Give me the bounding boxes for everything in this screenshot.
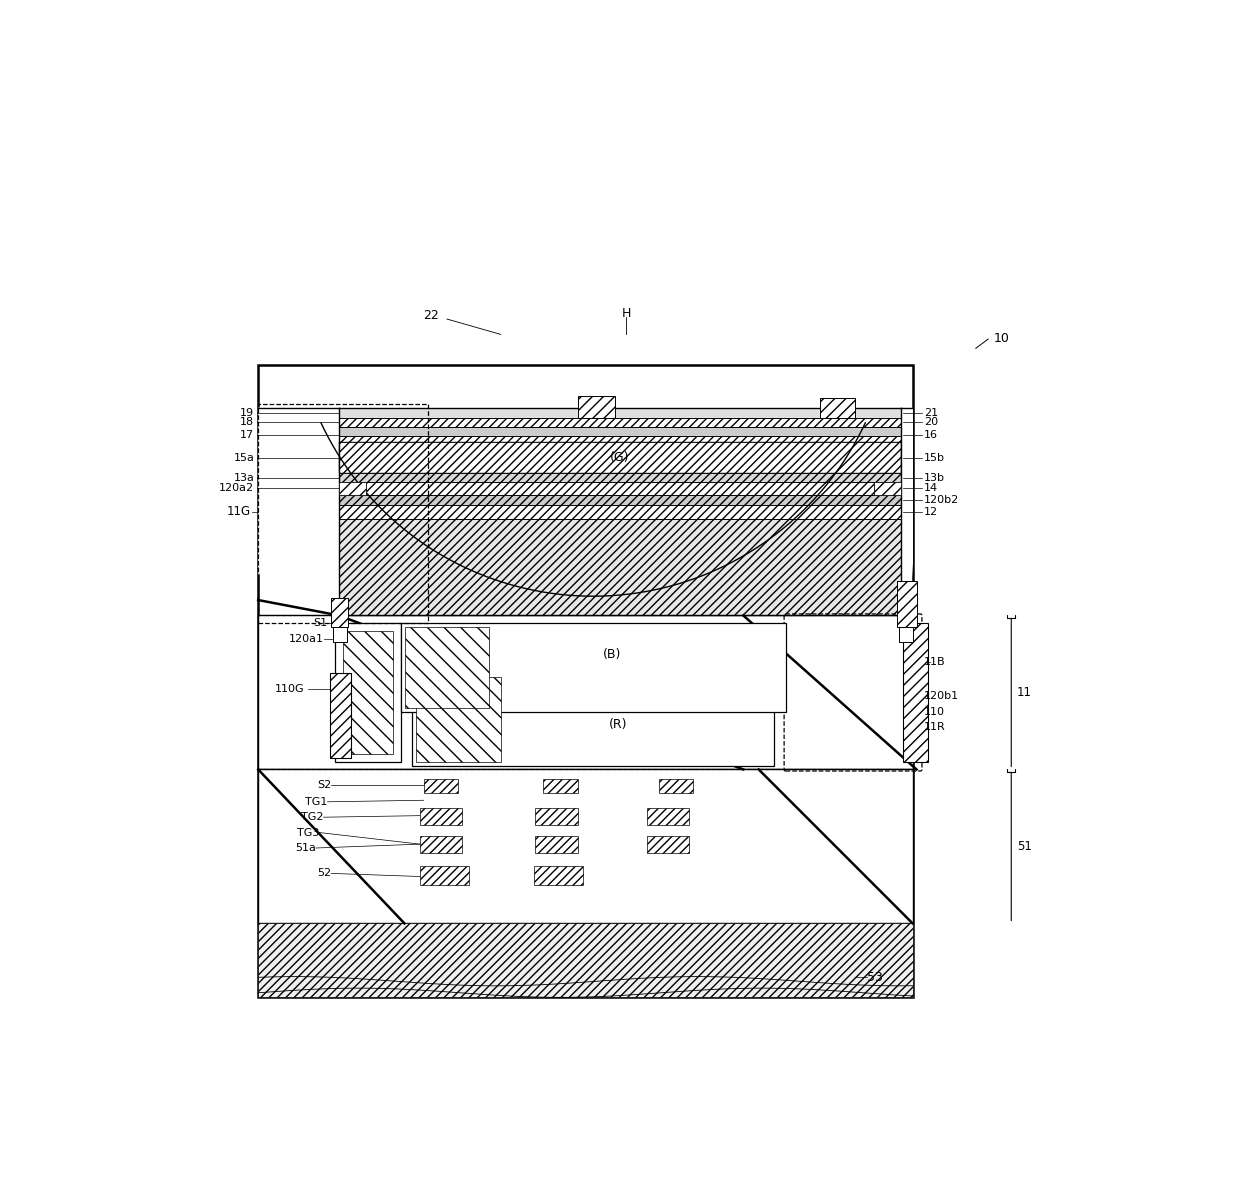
Bar xyxy=(424,779,459,793)
Bar xyxy=(339,505,901,520)
Text: TG1: TG1 xyxy=(305,797,327,807)
Bar xyxy=(543,779,578,793)
Bar xyxy=(401,623,786,712)
Text: 15b: 15b xyxy=(924,453,945,463)
Bar xyxy=(258,924,913,996)
Text: 11G: 11G xyxy=(227,505,250,518)
Text: S2: S2 xyxy=(317,780,331,789)
Bar xyxy=(339,417,901,427)
Bar xyxy=(258,769,913,924)
Text: 53: 53 xyxy=(867,971,883,983)
Bar xyxy=(258,616,913,769)
Bar xyxy=(821,398,854,417)
Bar xyxy=(647,809,689,825)
Bar xyxy=(339,408,901,616)
Text: 120a2: 120a2 xyxy=(219,484,254,493)
Bar xyxy=(339,495,901,505)
Text: 51: 51 xyxy=(1017,839,1032,853)
Text: (B): (B) xyxy=(603,648,621,661)
Text: 15a: 15a xyxy=(233,453,254,463)
Text: 13a: 13a xyxy=(233,473,254,483)
Text: (G): (G) xyxy=(610,451,630,464)
Bar xyxy=(339,427,901,436)
Bar xyxy=(417,677,501,762)
Bar xyxy=(339,483,366,495)
Text: 51a: 51a xyxy=(295,843,316,853)
Bar xyxy=(335,623,401,762)
Text: 18: 18 xyxy=(241,417,254,427)
Text: 110: 110 xyxy=(924,706,945,717)
Bar xyxy=(258,365,913,996)
Bar xyxy=(330,673,351,757)
Bar xyxy=(343,631,393,754)
Bar xyxy=(339,520,901,616)
Bar xyxy=(404,627,490,707)
Text: 16: 16 xyxy=(924,429,939,440)
Bar xyxy=(420,809,463,825)
Text: TG3: TG3 xyxy=(298,828,320,837)
Text: 22: 22 xyxy=(424,309,439,322)
Text: 11B: 11B xyxy=(924,656,946,667)
Bar xyxy=(258,404,428,623)
Text: 14: 14 xyxy=(924,484,939,493)
Bar xyxy=(578,396,615,417)
Polygon shape xyxy=(901,408,913,577)
Bar xyxy=(874,483,901,495)
Bar xyxy=(420,836,463,853)
Bar xyxy=(332,627,347,642)
Bar xyxy=(420,867,469,885)
Bar xyxy=(339,436,901,442)
Bar xyxy=(331,598,348,627)
Text: 110G: 110G xyxy=(275,684,304,693)
Text: TG2: TG2 xyxy=(301,812,324,823)
Text: 12: 12 xyxy=(924,508,939,517)
Bar xyxy=(339,408,901,417)
Bar xyxy=(536,836,578,853)
Bar xyxy=(339,483,901,495)
Bar xyxy=(899,627,913,642)
Text: 13b: 13b xyxy=(924,473,945,483)
Bar xyxy=(339,473,901,483)
Text: 19: 19 xyxy=(241,408,254,417)
Text: 11: 11 xyxy=(1017,686,1032,699)
Bar xyxy=(647,836,689,853)
Bar xyxy=(658,779,693,793)
Text: 11R: 11R xyxy=(924,722,946,732)
Bar xyxy=(898,580,916,627)
Bar xyxy=(874,483,901,495)
Text: 17: 17 xyxy=(241,429,254,440)
Text: 120a1: 120a1 xyxy=(289,634,324,643)
Bar xyxy=(534,867,583,885)
Bar xyxy=(536,809,578,825)
Bar xyxy=(339,442,901,473)
Text: S1: S1 xyxy=(314,618,327,628)
Text: 52: 52 xyxy=(317,868,331,879)
Text: 120b2: 120b2 xyxy=(924,495,960,505)
Bar xyxy=(412,673,774,766)
Text: 10: 10 xyxy=(993,332,1009,345)
Text: H: H xyxy=(621,307,631,320)
Text: 120b1: 120b1 xyxy=(924,691,960,702)
Bar xyxy=(339,483,366,495)
Text: 21: 21 xyxy=(924,408,939,417)
Text: (R): (R) xyxy=(609,717,627,730)
Text: 20: 20 xyxy=(924,417,939,427)
Polygon shape xyxy=(258,408,339,577)
Bar xyxy=(903,623,928,762)
